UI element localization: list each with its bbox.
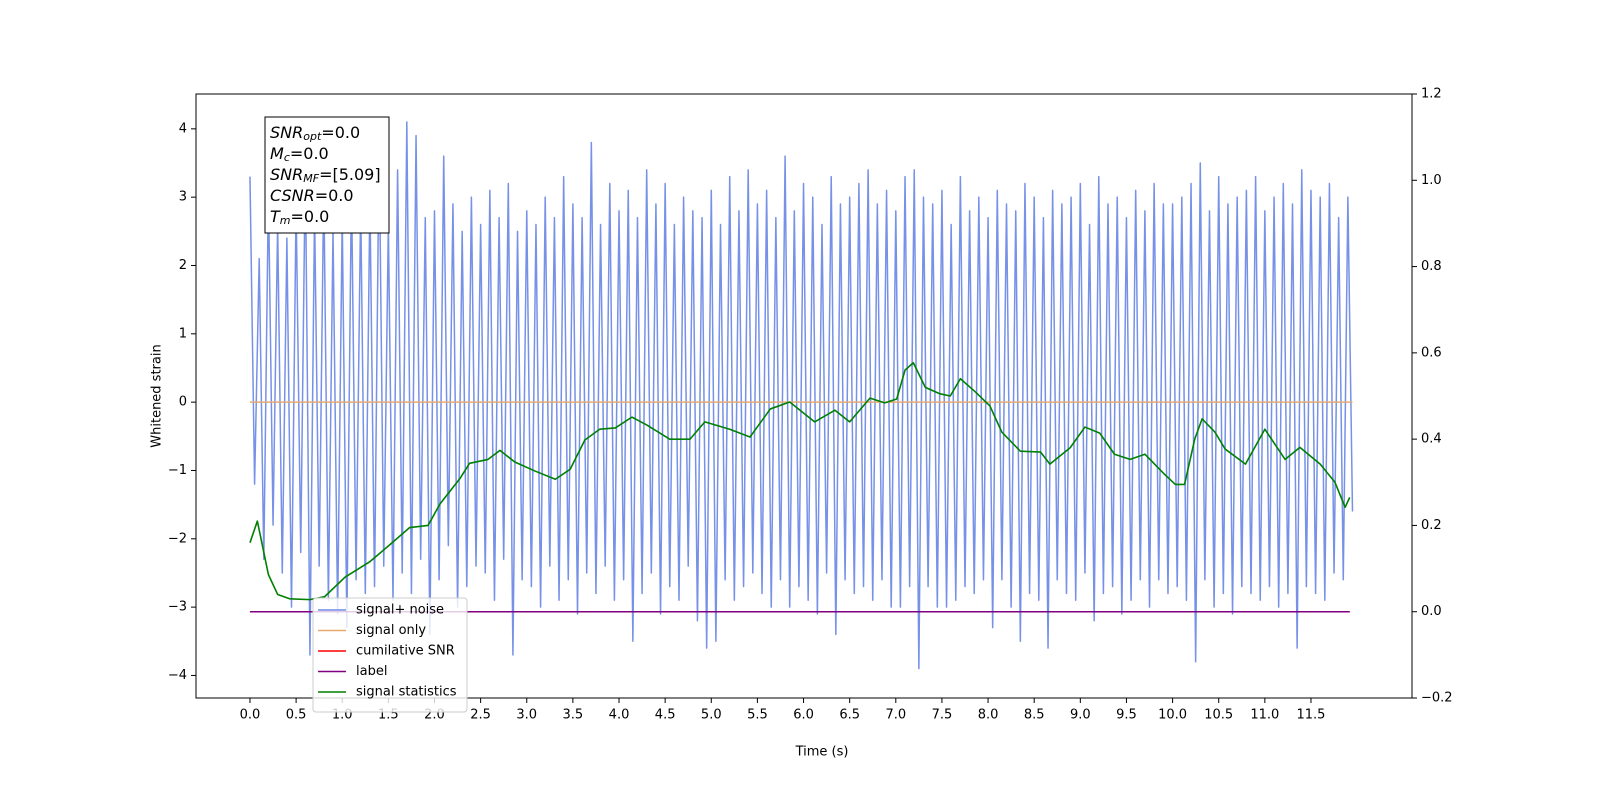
y-tick-label: −1 — [168, 463, 187, 478]
series-line — [249, 361, 1351, 601]
annotation-sub: MF — [303, 172, 319, 185]
x-tick-label: 6.5 — [839, 708, 860, 723]
annotation-text: =0.0 — [290, 144, 329, 163]
x-tick-label: 2.5 — [470, 708, 491, 723]
annotation-frame — [264, 116, 390, 234]
y2-tick-label: −0.2 — [1421, 691, 1453, 706]
annotation-var: CSNR — [270, 186, 315, 205]
annotation-sub: opt — [303, 130, 322, 143]
annotation-line: SNRopt=0.0 — [270, 123, 360, 144]
y-axis-label: Whitened strain — [150, 344, 165, 447]
x-tick-label: 10.5 — [1204, 708, 1233, 723]
annotation-text: =0.0 — [291, 207, 330, 226]
x-tick-label: 11.5 — [1296, 708, 1325, 723]
annotation-line: Tm=0.0 — [270, 207, 329, 228]
y2-tick-label: 0.2 — [1421, 518, 1442, 533]
x-tick-label: 9.5 — [1116, 708, 1137, 723]
x-tick-label: 4.0 — [609, 708, 630, 723]
x-tick-label: 3.5 — [563, 708, 584, 723]
annotation-box: SNRopt=0.0Mc=0.0SNRMF=[5.09]CSNR=0.0Tm=0… — [264, 116, 390, 234]
annotation-line: SNRMF=[5.09] — [270, 165, 381, 186]
x-tick-label: 5.5 — [747, 708, 768, 723]
annotation-var: SNR — [270, 123, 303, 142]
x-tick-label: 9.0 — [1070, 708, 1091, 723]
y-tick-label: −4 — [168, 668, 187, 683]
y-tick-label: 2 — [179, 258, 187, 273]
x-tick-label: 0.5 — [286, 708, 307, 723]
y-tick-label: 3 — [179, 190, 187, 205]
x-tick-label: 7.5 — [932, 708, 953, 723]
x-tick-label: 5.0 — [701, 708, 722, 723]
legend: signal+ noise signal only cumilative SNR la… — [312, 597, 468, 713]
annotation-var: M — [270, 144, 284, 163]
x-tick-label: 8.5 — [1024, 708, 1045, 723]
y2-tick-label: 0.0 — [1421, 604, 1442, 619]
legend-label: label — [356, 664, 387, 679]
y2-tick-label: 0.8 — [1421, 259, 1442, 274]
x-tick-label: 7.0 — [885, 708, 906, 723]
annotation-sub: m — [280, 214, 291, 227]
annotation-var: T — [270, 207, 281, 226]
annotation-var: SNR — [270, 165, 303, 184]
legend-label: cumilative SNR — [356, 644, 455, 659]
legend-label: signal+ noise — [356, 603, 444, 618]
annotation-line: Mc=0.0 — [270, 144, 329, 165]
x-tick-label: 6.0 — [793, 708, 814, 723]
x-axis-label: Time (s) — [795, 745, 849, 760]
y2-tick-label: 1.2 — [1421, 87, 1442, 102]
y2-tick-label: 0.6 — [1421, 345, 1442, 360]
y-tick-label: −3 — [168, 600, 187, 615]
y-tick-label: 4 — [179, 121, 187, 136]
x-tick-label: 0.0 — [240, 708, 261, 723]
x-tick-label: 10.0 — [1158, 708, 1187, 723]
y2-tick-label: 0.4 — [1421, 432, 1442, 447]
y2-tick-label: 1.0 — [1421, 173, 1442, 188]
annotation-text: =0.0 — [321, 123, 360, 142]
x-tick-label: 11.0 — [1250, 708, 1279, 723]
annotation-text: =0.0 — [315, 186, 354, 205]
legend-frame — [312, 597, 468, 713]
y-tick-label: −2 — [168, 531, 187, 546]
annotation-sub: c — [284, 151, 290, 164]
plot-frame — [195, 93, 1413, 699]
annotation-text: =[5.09] — [319, 165, 381, 184]
legend-label: signal only — [356, 623, 426, 638]
y-tick-label: 0 — [179, 395, 187, 410]
x-tick-label: 3.0 — [516, 708, 537, 723]
x-tick-label: 8.0 — [978, 708, 999, 723]
legend-label: signal statistics — [356, 685, 457, 700]
y-tick-label: 1 — [179, 326, 187, 341]
series-line — [249, 121, 1354, 670]
annotation-line: CSNR=0.0 — [270, 186, 354, 205]
x-tick-label: 4.5 — [655, 708, 676, 723]
